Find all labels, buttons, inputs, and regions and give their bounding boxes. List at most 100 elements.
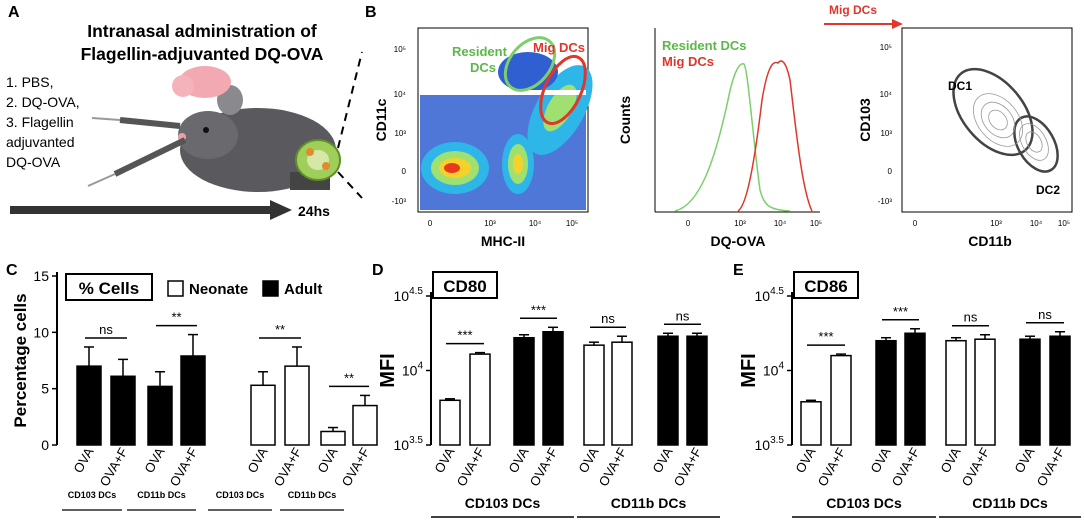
adult-mouse-eye xyxy=(203,127,209,133)
bar xyxy=(945,339,967,446)
bar xyxy=(875,339,897,446)
x-tick: 10⁵ xyxy=(1058,219,1070,228)
bar-condition-label: OVA xyxy=(867,445,893,476)
x-tick: 10³ xyxy=(484,219,496,228)
flow-histogram-dqova: Resident DCs Mig DCs 0 10³ 10⁴ 10⁵ DQ-OV… xyxy=(617,28,822,249)
chart-title: CD86 xyxy=(804,277,847,296)
bar xyxy=(611,341,633,446)
legend-swatch-neonate xyxy=(167,280,184,297)
significance-label: *** xyxy=(457,328,472,343)
bar xyxy=(352,404,378,446)
bar xyxy=(904,332,926,446)
y-tick-label: 15 xyxy=(33,268,49,284)
legend-mig: Mig DCs xyxy=(662,54,714,69)
x-tick: 10⁵ xyxy=(566,219,578,228)
bar-condition-label: OVA xyxy=(1011,445,1037,476)
bar-condition-label: OVA+F xyxy=(97,445,131,489)
bar xyxy=(320,430,346,446)
significance-label: ns xyxy=(1038,307,1052,322)
panel-a-title-line1: Intranasal administration of xyxy=(87,21,317,41)
y-tick-label: 103.5 xyxy=(755,435,785,453)
adult-mouse-head xyxy=(178,111,238,159)
bar xyxy=(469,353,491,446)
step-line: 3. Flagellin xyxy=(6,114,74,130)
significance-label: ** xyxy=(344,370,354,385)
bar-condition-label: OVA+F xyxy=(959,445,993,489)
bar xyxy=(76,365,102,446)
y-tick: 10⁵ xyxy=(880,43,892,52)
lymph-node-icon xyxy=(295,139,341,181)
label-dc2: DC2 xyxy=(1036,183,1060,197)
chart-title-box xyxy=(432,271,498,299)
x-tick: 10³ xyxy=(734,219,746,228)
chart-title: % Cells xyxy=(79,279,139,298)
step-line: DQ-OVA xyxy=(6,154,61,170)
pipette-icon xyxy=(87,117,187,187)
y-tick-label: 104.5 xyxy=(394,286,424,304)
step-line: 2. DQ-OVA, xyxy=(6,94,80,110)
cell-group-label: CD11b DCs xyxy=(972,495,1048,511)
zoom-line-bottom xyxy=(337,171,363,199)
panel-a-title: Intranasal administration of Flagellin-a… xyxy=(52,20,352,66)
y-tick: -10³ xyxy=(878,197,893,206)
significance-label: ns xyxy=(601,311,615,326)
mig-arrowhead xyxy=(892,19,903,29)
bar xyxy=(180,355,206,446)
bar xyxy=(974,338,996,446)
legend-resident: Resident DCs xyxy=(662,38,747,53)
bar-condition-label: OVA+F xyxy=(167,445,201,489)
y-tick-label: 104.5 xyxy=(755,286,785,304)
y-tick-label: 104 xyxy=(763,361,785,379)
x-axis-label: CD11b xyxy=(968,233,1012,249)
gate-resident xyxy=(503,36,557,92)
bar xyxy=(1019,338,1041,446)
bar-condition-label: OVA+F xyxy=(671,445,705,489)
bar xyxy=(583,344,605,446)
mig-arrow-label: Mig DCs xyxy=(829,3,877,17)
bar-condition-label: OVA+F xyxy=(889,445,923,489)
bar-condition-label: OVA+F xyxy=(1034,445,1068,489)
x-tick: 0 xyxy=(686,219,691,228)
y-axis-label: CD11c xyxy=(373,98,389,141)
x-tick: 10⁵ xyxy=(810,219,822,228)
legend-swatch-adult xyxy=(262,280,279,297)
histogram-resident xyxy=(674,63,791,212)
y-axis-label: Counts xyxy=(617,96,633,144)
bar xyxy=(147,385,173,446)
step-line: 1. PBS, xyxy=(6,74,54,90)
timeline-arrowhead xyxy=(270,200,292,220)
cell-group-label: CD11b DCs xyxy=(137,490,186,500)
cell-group-label: CD11b DCs xyxy=(288,490,337,500)
bar-condition-label: OVA xyxy=(505,445,531,476)
bar-condition-label: OVA xyxy=(937,445,963,476)
y-tick-label: 104 xyxy=(402,361,424,379)
bar-condition-label: OVA xyxy=(70,445,96,476)
bar xyxy=(284,365,310,446)
bar-condition-label: OVA+F xyxy=(271,445,305,489)
bar-condition-label: OVA xyxy=(575,445,601,476)
y-tick: 10⁴ xyxy=(394,90,407,99)
bar-condition-label: OVA+F xyxy=(815,445,849,489)
bar-condition-label: OVA+F xyxy=(527,445,561,489)
treatment-steps: 1. PBS, 2. DQ-OVA, 3. Flagellin adjuvant… xyxy=(6,72,80,172)
y-axis-label: CD103 xyxy=(857,98,873,142)
y-axis-label: MFI xyxy=(738,353,760,387)
density-cloud xyxy=(420,52,593,210)
x-tick: 10⁴ xyxy=(774,219,787,228)
bar-condition-label: OVA xyxy=(141,445,167,476)
x-tick: 0 xyxy=(428,219,433,228)
y-tick: 10⁴ xyxy=(880,90,893,99)
x-axis-label: MHC-II xyxy=(481,233,525,249)
step-line: adjuvanted xyxy=(6,134,75,150)
y-tick-label: 5 xyxy=(41,381,49,397)
chart-title-box xyxy=(793,271,859,299)
label-resident-line1: Resident xyxy=(452,44,508,59)
x-tick: 10⁴ xyxy=(529,219,542,228)
cell-group-label: CD103 DCs xyxy=(216,490,265,500)
gate-mig xyxy=(539,54,587,126)
legend-label-neonate: Neonate xyxy=(189,281,248,298)
bar xyxy=(250,384,276,446)
y-tick-label: 103.5 xyxy=(394,435,424,453)
